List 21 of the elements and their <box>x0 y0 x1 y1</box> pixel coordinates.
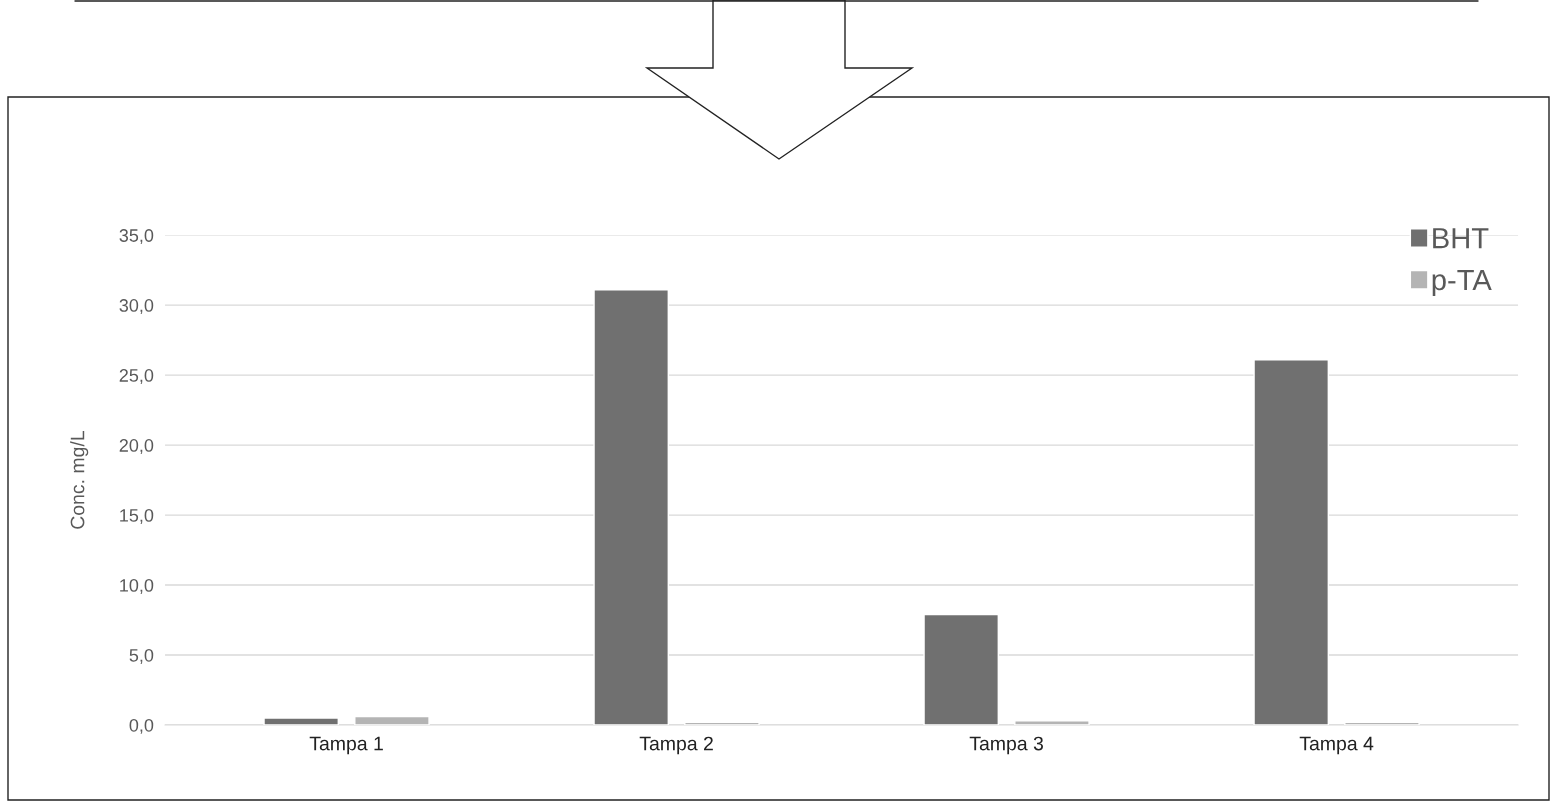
bar <box>923 613 1000 726</box>
y-axis-title: Conc. mg/L <box>70 431 89 529</box>
bar <box>263 717 339 726</box>
x-tick-label: Tampa 3 <box>969 736 1043 755</box>
y-tick-label: 15,0 <box>120 509 154 524</box>
bar <box>593 289 669 726</box>
bar <box>1014 720 1090 726</box>
bar <box>1253 359 1330 726</box>
y-tick-label: 10,0 <box>120 578 154 594</box>
bar <box>354 715 430 726</box>
legend-label: BHT <box>1433 228 1489 249</box>
y-tick-label: 25,0 <box>119 369 154 384</box>
x-tick-label: Tampa 1 <box>309 736 383 755</box>
y-tick-label: 20,0 <box>119 439 154 454</box>
legend-label: p-TA <box>1432 269 1492 297</box>
y-tick-label: 35,0 <box>119 229 154 245</box>
y-tick-label: 5,0 <box>129 648 154 664</box>
y-tick-label: 0,0 <box>129 718 154 734</box>
x-tick-label: Tampa 2 <box>639 736 713 755</box>
y-tick-label: 30,0 <box>119 299 154 314</box>
x-tick-label: Tampa 4 <box>1299 736 1374 755</box>
